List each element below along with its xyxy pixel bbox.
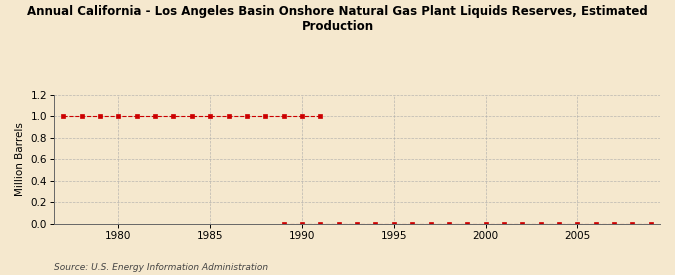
- Text: Annual California - Los Angeles Basin Onshore Natural Gas Plant Liquids Reserves: Annual California - Los Angeles Basin On…: [27, 6, 648, 34]
- Text: Source: U.S. Energy Information Administration: Source: U.S. Energy Information Administ…: [54, 263, 268, 272]
- Y-axis label: Million Barrels: Million Barrels: [15, 122, 25, 196]
